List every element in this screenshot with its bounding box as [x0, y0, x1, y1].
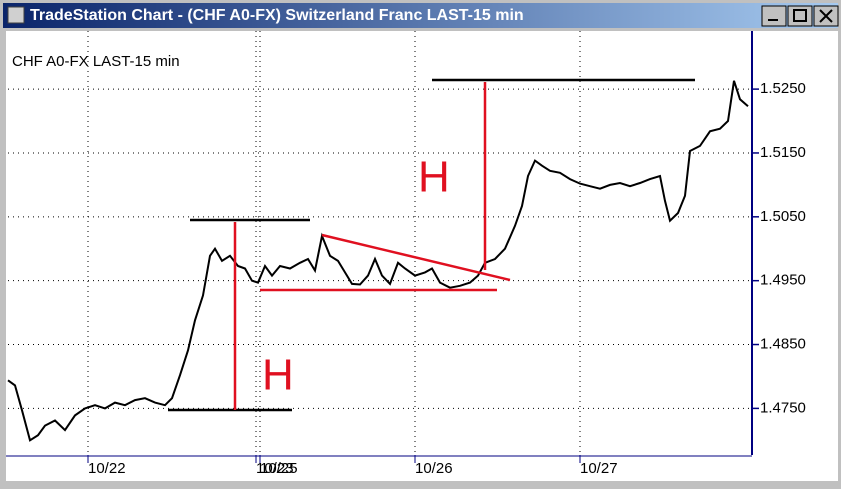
y-tick-label: 1.4850 — [760, 335, 806, 352]
x-tick-label: 10/25 — [260, 460, 298, 477]
x-tick-label: 10/27 — [580, 460, 618, 477]
chart-title: CHF A0-FX LAST-15 min — [12, 53, 180, 70]
y-tick-label: 1.4750 — [760, 399, 806, 416]
x-tick-label: 10/26 — [415, 460, 453, 477]
plot: 1.4750 1.4850 1.4950 1.5050 1.5150 1.5250 10/2… — [7, 31, 806, 477]
y-tick-label: 1.4950 — [760, 272, 806, 289]
x-tick-label: 10/23 — [256, 460, 294, 477]
title-bar — [3, 3, 838, 28]
window-buttons[interactable] — [761, 5, 839, 27]
price-line — [7, 80, 749, 442]
window-title: TradeStation Chart - (CHF A0-FX) Switzer… — [30, 7, 524, 24]
minimize-button[interactable] — [761, 5, 787, 27]
annotations: H H — [168, 78, 695, 412]
y-tick-label: 1.5050 — [760, 208, 806, 225]
app-icon — [7, 6, 25, 24]
y-tick-label: 1.5150 — [760, 144, 806, 161]
annotation-label: H — [418, 153, 450, 202]
plot-background — [6, 31, 838, 481]
x-tick-label: 10/22 — [88, 460, 126, 477]
y-tick-label: 1.5250 — [760, 80, 806, 97]
annotation-label: H — [262, 351, 294, 400]
